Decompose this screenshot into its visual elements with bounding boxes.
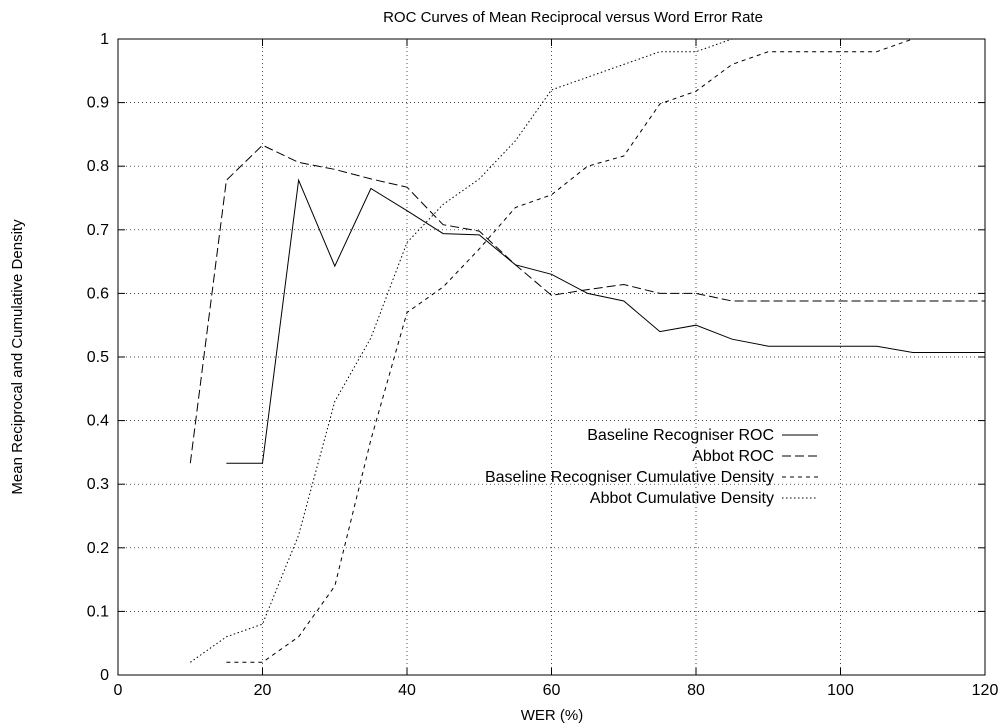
grid — [118, 39, 985, 675]
y-tick-label: 0.2 — [87, 540, 109, 557]
series-line — [226, 38, 985, 663]
series-line — [190, 38, 985, 663]
x-axis-label: WER (%) — [521, 707, 584, 724]
y-tick-label: 1 — [100, 31, 109, 48]
x-tick-label: 80 — [687, 682, 705, 699]
y-tick-label: 0.3 — [87, 476, 109, 493]
legend-label: Abbot Cumulative Density — [590, 490, 774, 507]
legend: Baseline Recogniser ROC Abbot ROC Baseline… — [485, 427, 818, 507]
x-tick-label: 100 — [827, 682, 854, 699]
series-lines — [189, 38, 985, 663]
y-tick-label: 0.4 — [87, 413, 109, 430]
y-tick-label: 0.9 — [87, 95, 109, 112]
y-tick-label: 0.1 — [87, 603, 109, 620]
x-tick-label: 0 — [114, 682, 123, 699]
series-line — [226, 178, 985, 464]
x-tick-label: 120 — [972, 682, 999, 699]
legend-label: Abbot ROC — [692, 448, 774, 465]
y-tick-label: 0.8 — [87, 158, 109, 175]
x-tick-label: 20 — [254, 682, 272, 699]
axis-ticks: 0 20 40 60 80 100 120 0 0.1 0.2 0.3 0.4 0.5 0.6 0.7 0.8… — [87, 31, 999, 699]
legend-label: Baseline Recogniser Cumulative Density — [485, 469, 774, 486]
legend-label: Baseline Recogniser ROC — [587, 427, 774, 444]
x-tick-label: 60 — [543, 682, 561, 699]
chart-title: ROC Curves of Mean Reciprocal versus Wor… — [383, 9, 763, 26]
x-tick-label: 40 — [398, 682, 416, 699]
y-tick-label: 0 — [100, 667, 109, 684]
series-line — [189, 144, 985, 464]
y-tick-label: 0.7 — [87, 222, 109, 239]
y-tick-label: 0.5 — [87, 349, 109, 366]
y-axis-label: Mean Reciprocal and Cumulative Density — [9, 219, 26, 495]
y-tick-label: 0.6 — [87, 285, 109, 302]
